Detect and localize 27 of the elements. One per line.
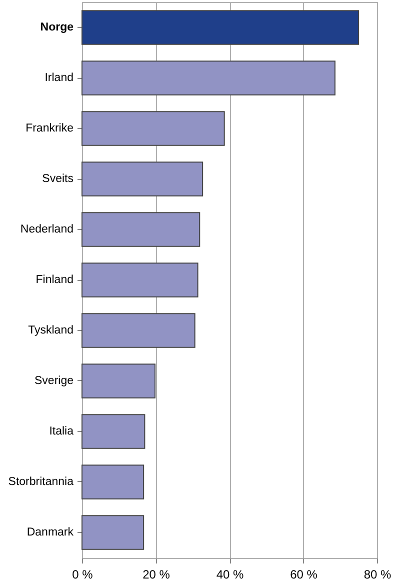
- y-tick-label: Storbritannia: [8, 476, 74, 488]
- bar: [82, 414, 146, 449]
- y-tick-label: Tyskland: [28, 324, 74, 336]
- x-tick-label: 40 %: [216, 568, 244, 582]
- bar: [82, 60, 336, 96]
- y-tick-label: Nederland: [20, 224, 74, 236]
- bar: [82, 464, 144, 500]
- bar: [82, 515, 144, 550]
- bar: [82, 111, 225, 146]
- x-tick-label: 60 %: [290, 568, 318, 582]
- bar: [82, 313, 196, 348]
- y-tick-label: Finland: [36, 274, 74, 286]
- y-tick-label: Italia: [49, 426, 74, 438]
- bar: [82, 212, 200, 247]
- bar: [82, 10, 360, 45]
- x-tick-label: 80 %: [364, 568, 392, 582]
- y-tick-label: Sverige: [34, 375, 74, 387]
- bar: [82, 162, 204, 196]
- bar: [82, 364, 156, 398]
- x-tick-label: 0 %: [72, 568, 94, 582]
- y-tick-label: Danmark: [26, 526, 74, 538]
- y-tick-label: Frankrike: [26, 122, 74, 134]
- bar: [82, 262, 198, 298]
- y-tick-label: Irland: [44, 72, 74, 84]
- x-tick-label: 20 %: [142, 568, 170, 582]
- y-tick-label: Sveits: [42, 173, 74, 185]
- y-tick-label: Norge: [40, 22, 74, 34]
